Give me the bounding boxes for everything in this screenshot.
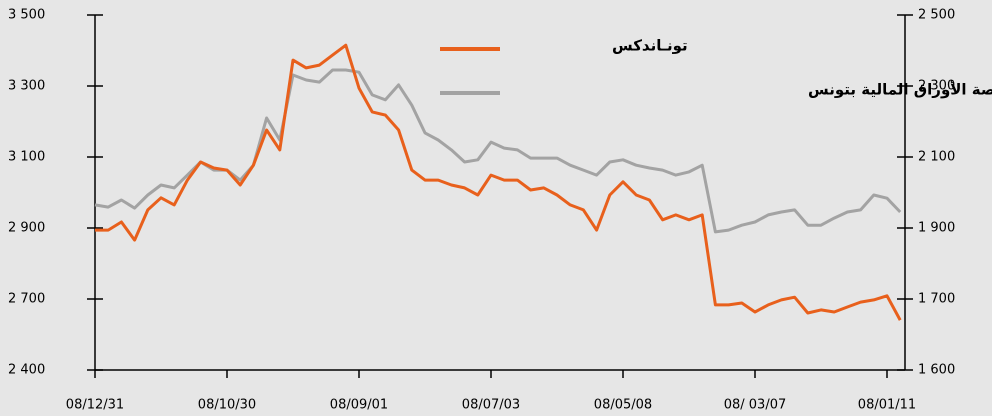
y-tick-label: 3 500	[8, 8, 45, 23]
legend-label: مؤشر بورصة الأوراق المالية بتونس	[808, 81, 992, 99]
y2-tick-label: 1 900	[918, 221, 955, 236]
y2-tick-label: 1 600	[918, 363, 955, 378]
y2-tick-label: 2 100	[918, 150, 955, 165]
x-tick-label: 08/ 03/07	[724, 398, 787, 413]
x-tick-label: 08/12/31	[66, 398, 124, 413]
legend-label: تونـاندكس	[612, 37, 688, 55]
x-tick-label: 08/05/08	[594, 398, 652, 413]
y2-tick-label: 2 500	[918, 8, 955, 23]
x-tick-label: 08/07/03	[462, 398, 520, 413]
x-tick-label: 08/01/11	[858, 398, 916, 413]
y-tick-label: 2 900	[8, 221, 45, 236]
x-tick-label: 08/10/30	[198, 398, 256, 413]
y-tick-label: 3 300	[8, 79, 45, 94]
y-tick-label: 2 400	[8, 363, 45, 378]
y2-tick-label: 2 300	[918, 79, 955, 94]
y-tick-label: 2 700	[8, 292, 45, 307]
x-tick-label: 08/09/01	[330, 398, 388, 413]
y2-tick-label: 1 700	[918, 292, 955, 307]
series-line	[95, 43, 902, 321]
y-tick-label: 3 100	[8, 150, 45, 165]
